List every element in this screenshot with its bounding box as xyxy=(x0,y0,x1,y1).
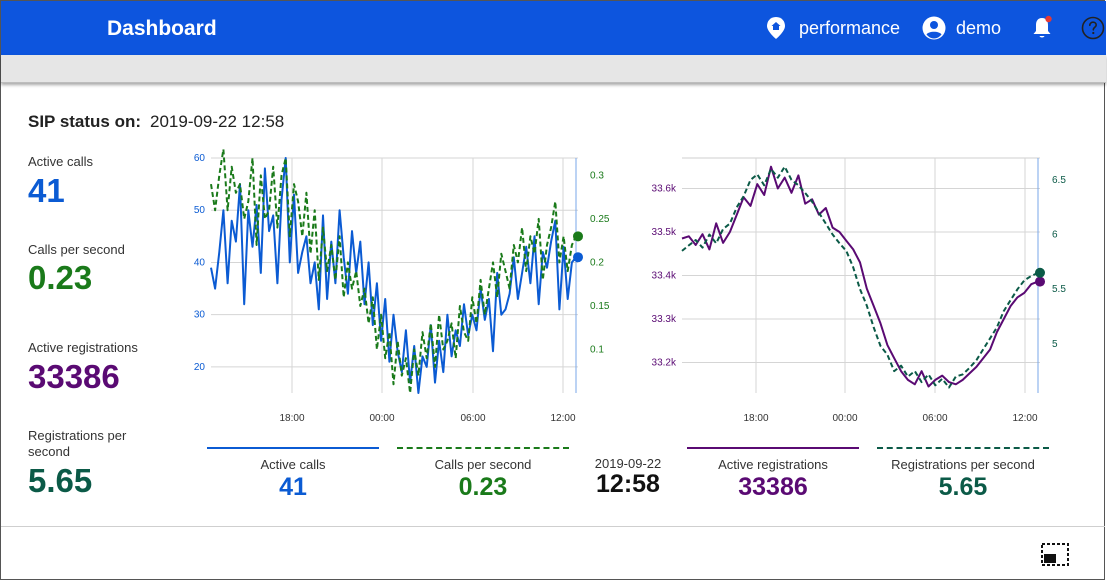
y-right-tick-label: 6 xyxy=(1052,230,1058,241)
series-line-calls-per-second xyxy=(210,148,577,394)
y-left-tick-label: 33.5k xyxy=(652,227,677,238)
legend-calls-per-second[interactable]: Calls per second 0.23 xyxy=(397,447,569,507)
y-left-tick-label: 60 xyxy=(194,153,206,164)
bell-icon xyxy=(1033,15,1052,38)
user-group-menu[interactable]: performance xyxy=(765,1,900,55)
x-tick-label: 12:00 xyxy=(550,413,575,424)
y-right-tick-label: 5 xyxy=(1052,339,1058,350)
sip-status-row: SIP status on: 2019-09-22 12:58 xyxy=(28,112,284,132)
legend-registrations-per-second[interactable]: Registrations per second 5.65 xyxy=(877,447,1049,507)
y-right-tick-label: 5.5 xyxy=(1052,284,1066,295)
legend-line-calls-per-second xyxy=(397,447,569,449)
toolbar-strip xyxy=(1,55,1106,83)
calls-chart[interactable]: 20 30 40 50 60 0.1 0.15 0.2 0.25 0.3 18:00 00:00 06:… xyxy=(180,148,620,430)
y-right-tick-label: 0.15 xyxy=(590,301,610,312)
legend-label-active-registrations: Active registrations xyxy=(718,457,828,472)
account-circle-icon xyxy=(922,16,946,40)
x-tick-label: 06:00 xyxy=(460,413,485,424)
top-app-bar: Dashboard performance demo xyxy=(1,1,1106,55)
y-right-tick-label: 0.1 xyxy=(590,344,604,355)
y-right-tick-label: 6.5 xyxy=(1052,175,1066,186)
y-left-tick-label: 30 xyxy=(194,310,206,321)
x-tick-label: 00:00 xyxy=(369,413,394,424)
x-tick-label: 18:00 xyxy=(743,413,768,424)
legend-value-calls-per-second: 0.23 xyxy=(458,473,508,501)
series-line-active-registrations xyxy=(681,165,1039,388)
legend-value-active-registrations: 33386 xyxy=(738,473,808,501)
sip-status-timestamp: 2019-09-22 12:58 xyxy=(150,112,285,131)
series-last-point-active-calls xyxy=(573,252,583,263)
metric-value-calls-per-second: 0.23 xyxy=(28,259,93,296)
registrations-chart[interactable]: 33.2k 33.3k 33.4k 33.5k 33.6k 5 5.5 6 6.5 18:00 00… xyxy=(630,148,1085,430)
metric-value-active-calls: 41 xyxy=(28,172,65,209)
x-tick-label: 18:00 xyxy=(279,413,304,424)
series-line-active-calls xyxy=(210,157,577,394)
legend-active-calls[interactable]: Active calls 41 xyxy=(207,447,379,507)
y-left-tick-label: 40 xyxy=(194,257,206,268)
legend-line-active-calls xyxy=(207,447,379,449)
legend-current-date: 2019-09-22 xyxy=(594,456,662,471)
y-right-tick-label: 0.25 xyxy=(590,214,610,225)
footer-divider xyxy=(1,526,1105,527)
y-left-tick-label: 20 xyxy=(194,362,206,373)
legend-line-active-registrations xyxy=(687,447,859,449)
y-left-tick-label: 33.2k xyxy=(652,358,677,369)
help-icon xyxy=(1081,16,1105,40)
metric-value-registrations-per-second: 5.65 xyxy=(28,462,93,499)
legend-label-calls-per-second: Calls per second xyxy=(434,457,532,472)
user-name-label: demo xyxy=(956,17,1002,38)
legend-active-registrations[interactable]: Active registrations 33386 xyxy=(687,447,859,507)
y-left-tick-label: 33.4k xyxy=(652,271,677,282)
series-last-point-active-registrations xyxy=(1035,276,1045,287)
x-tick-label: 12:00 xyxy=(1012,413,1037,424)
user-menu[interactable]: demo xyxy=(922,1,1001,55)
sip-status-label: SIP status on: xyxy=(28,112,142,131)
legend-label-registrations-per-second: Registrations per second xyxy=(891,457,1035,472)
legend-current-time: 12:58 xyxy=(596,470,660,498)
series-line-registrations-per-second xyxy=(681,165,1039,389)
y-left-tick-label: 33.6k xyxy=(652,183,677,194)
metric-value-active-registrations: 33386 xyxy=(28,358,120,395)
metric-label-active-registrations: Active registrations xyxy=(28,340,138,355)
legend-value-registrations-per-second: 5.65 xyxy=(938,473,988,501)
legend-line-registrations-per-second xyxy=(877,447,1049,449)
user-group-label: performance xyxy=(799,17,901,38)
metric-label-active-calls: Active calls xyxy=(28,154,94,169)
metric-label-registrations-per-second: Registrations per second xyxy=(28,428,127,459)
y-right-tick-label: 0.3 xyxy=(590,170,604,181)
help-button[interactable] xyxy=(1081,1,1105,55)
y-left-tick-label: 33.3k xyxy=(652,314,677,325)
x-tick-label: 06:00 xyxy=(922,413,947,424)
legend-value-active-calls: 41 xyxy=(279,473,307,501)
home-marker-icon xyxy=(767,17,785,39)
picture-in-picture-icon[interactable] xyxy=(1040,542,1070,568)
series-last-point-calls-per-second xyxy=(573,231,583,242)
x-tick-label: 00:00 xyxy=(832,413,857,424)
app-title[interactable]: Dashboard xyxy=(107,17,217,40)
series-last-point-registrations-per-second xyxy=(1035,267,1045,278)
legend-label-active-calls: Active calls xyxy=(260,457,326,472)
y-left-tick-label: 50 xyxy=(194,205,206,216)
y-right-tick-label: 0.2 xyxy=(590,257,604,268)
notifications-button[interactable] xyxy=(1030,1,1054,55)
metric-label-calls-per-second: Calls per second xyxy=(28,242,125,257)
